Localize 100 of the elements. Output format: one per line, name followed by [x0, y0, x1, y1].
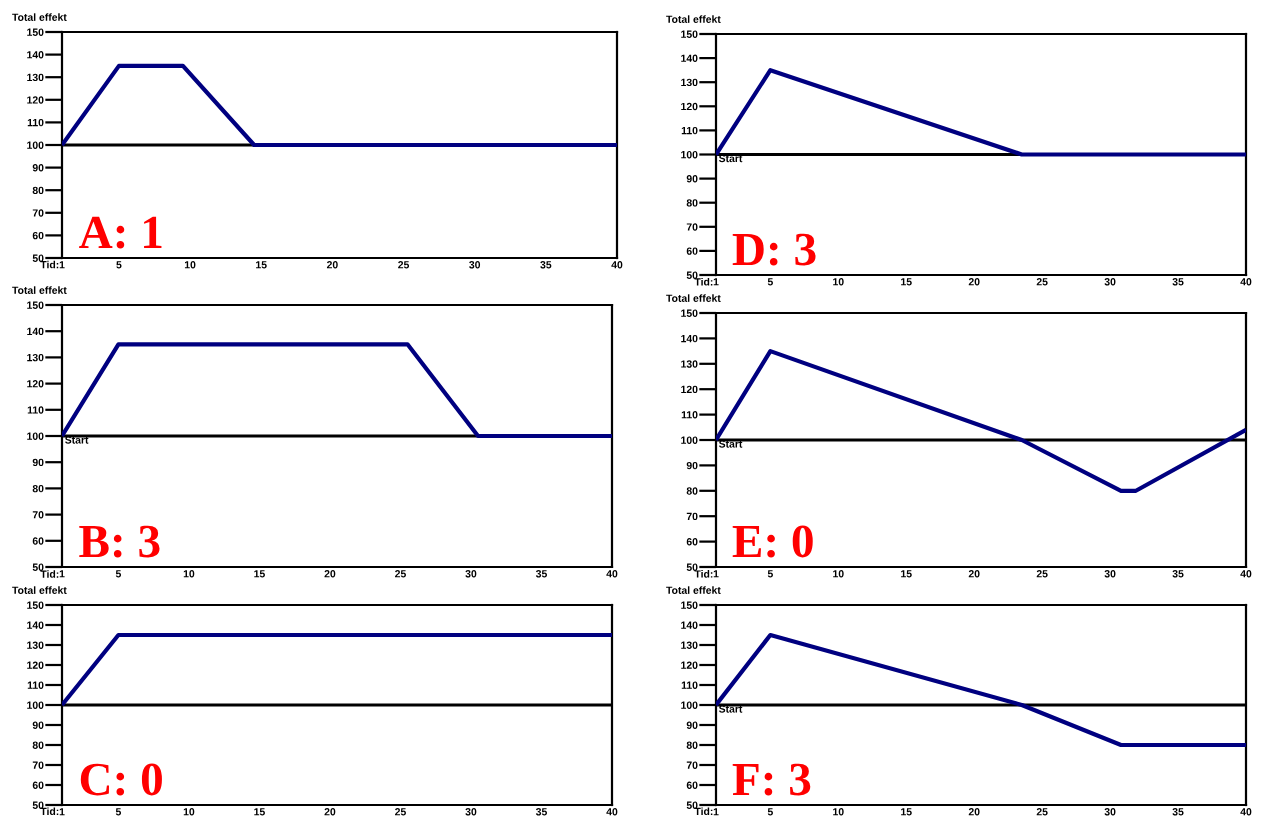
y-tick-label: 110	[27, 406, 44, 414]
x-tick-label: 20	[968, 808, 980, 816]
x-tick-label: 35	[535, 570, 547, 578]
y-tick-label: 90	[686, 461, 698, 470]
y-tick-label: 60	[32, 231, 44, 240]
y-tick-label: 120	[681, 102, 698, 111]
annotation: B: 3	[79, 525, 160, 558]
y-tick-label: 120	[681, 385, 698, 394]
x-tick-label: 15	[901, 808, 912, 816]
x-tick-label: 40	[611, 261, 623, 269]
x-tick-label: 1	[59, 261, 65, 269]
ref-line-label: Start	[718, 705, 743, 713]
y-tick-label: 60	[686, 538, 698, 546]
y-tick-label: 140	[27, 51, 44, 59]
x-tick-label: 5	[767, 278, 773, 286]
x-tick-label: 5	[767, 570, 773, 578]
annotation: F: 3	[732, 763, 811, 796]
y-tick-label: 150	[681, 309, 698, 317]
y-tick-label: 70	[686, 223, 698, 231]
y-tick-label: 110	[681, 681, 698, 689]
y-tick-label: 50	[32, 801, 44, 809]
x-tick-label: 5	[116, 261, 122, 269]
y-tick-label: 80	[686, 487, 698, 495]
y-tick-label: 110	[681, 126, 698, 135]
x-tick-label: 25	[1036, 570, 1048, 578]
y-tick-label: 130	[27, 353, 44, 362]
x-tick-label: 40	[606, 808, 618, 816]
y-tick-label: 50	[32, 563, 44, 571]
y-tick-label: 140	[27, 327, 44, 336]
x-tick-label: 20	[324, 808, 336, 816]
y-tick-label: 150	[27, 28, 44, 36]
y-tick-label: 110	[27, 681, 44, 689]
x-tick-label: 35	[1172, 808, 1184, 816]
x-tick-label: 5	[115, 808, 122, 816]
y-tick-label: 100	[27, 701, 44, 709]
x-tick-label: 40	[1240, 808, 1252, 816]
y-tick-label: 90	[686, 721, 698, 729]
y-tick-label: 70	[686, 761, 698, 769]
y-tick-label: 110	[27, 118, 44, 127]
y-tick-label: 80	[686, 741, 698, 749]
y-tick-label: 70	[32, 511, 44, 519]
x-tick-label: 20	[968, 570, 980, 578]
y-tick-label: 60	[686, 247, 698, 255]
y-axis-title: Total effekt	[666, 586, 721, 594]
x-tick-label: 10	[183, 570, 195, 578]
y-tick-label: 120	[27, 661, 44, 669]
x-axis-title: Tid:	[694, 570, 713, 578]
x-axis-title: Tid:	[694, 807, 713, 816]
x-tick-label: 1	[59, 570, 65, 578]
x-tick-label: 15	[901, 278, 912, 286]
annotation: A: 1	[79, 216, 162, 249]
y-tick-label: 50	[686, 271, 698, 279]
y-tick-label: 80	[32, 186, 44, 195]
y-tick-label: 90	[32, 721, 44, 729]
x-tick-label: 25	[395, 570, 406, 578]
y-tick-label: 60	[686, 781, 698, 789]
y-tick-label: 50	[686, 563, 698, 571]
x-tick-label: 5	[115, 570, 122, 578]
y-tick-label: 140	[681, 54, 698, 62]
annotation: D: 3	[732, 233, 816, 266]
x-tick-label: 10	[184, 261, 196, 269]
x-tick-label: 10	[833, 808, 844, 816]
x-tick-label: 40	[1240, 278, 1252, 286]
x-tick-label: 30	[1104, 278, 1116, 286]
x-tick-label: 1	[713, 570, 719, 578]
y-tick-label: 70	[32, 761, 44, 769]
y-tick-label: 90	[686, 175, 698, 183]
x-tick-label: 1	[713, 278, 719, 286]
x-tick-label: 35	[540, 261, 552, 269]
x-tick-label: 30	[465, 808, 477, 816]
y-tick-label: 120	[681, 661, 698, 669]
y-tick-label: 80	[32, 741, 44, 749]
y-tick-label: 100	[681, 701, 698, 709]
x-tick-label: 15	[901, 570, 912, 578]
x-tick-label: 1	[59, 808, 65, 816]
x-tick-label: 10	[833, 570, 844, 578]
y-tick-label: 130	[681, 641, 698, 649]
x-tick-label: 30	[1104, 570, 1116, 578]
y-tick-label: 70	[32, 209, 44, 217]
x-axis-title: Tid:	[40, 570, 59, 578]
y-tick-label: 100	[681, 151, 698, 159]
y-axis-title: Total effekt	[666, 294, 721, 302]
y-tick-label: 130	[27, 641, 44, 649]
y-tick-label: 70	[686, 512, 698, 521]
ref-line-label: Start	[718, 440, 743, 448]
y-tick-label: 100	[681, 436, 698, 444]
x-tick-label: 25	[1036, 278, 1048, 286]
x-tick-label: 30	[1104, 808, 1116, 816]
y-tick-label: 90	[32, 164, 44, 172]
y-tick-label: 120	[27, 96, 44, 104]
annotation: C: 0	[80, 763, 162, 796]
y-tick-label: 150	[27, 601, 44, 609]
x-tick-label: 10	[183, 808, 195, 816]
y-tick-label: 50	[686, 801, 698, 809]
x-tick-label: 40	[1240, 570, 1252, 578]
y-tick-label: 150	[27, 301, 44, 309]
x-axis-title: Tid:	[694, 277, 713, 286]
y-tick-label: 60	[32, 781, 44, 789]
x-tick-label: 40	[606, 570, 618, 578]
ref-line-label: Start	[65, 436, 89, 444]
